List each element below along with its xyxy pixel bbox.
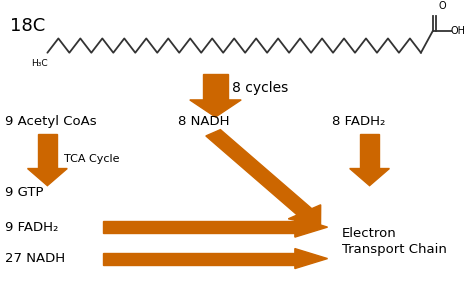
Polygon shape <box>190 100 241 117</box>
Text: O: O <box>438 1 446 11</box>
Text: 9 FADH₂: 9 FADH₂ <box>5 221 59 234</box>
Text: 9 Acetyl CoAs: 9 Acetyl CoAs <box>5 115 97 128</box>
Text: 18C: 18C <box>10 17 46 35</box>
FancyArrow shape <box>206 130 321 226</box>
Text: 9 GTP: 9 GTP <box>5 186 44 199</box>
Text: 27 NADH: 27 NADH <box>5 252 65 265</box>
Text: OH: OH <box>450 26 465 36</box>
Polygon shape <box>295 217 328 237</box>
Text: 8 NADH: 8 NADH <box>178 115 229 128</box>
Bar <box>203 74 228 100</box>
Bar <box>103 221 295 233</box>
Bar <box>360 134 379 168</box>
Bar <box>37 134 57 168</box>
Text: H₃C: H₃C <box>31 59 48 68</box>
Bar <box>103 253 295 265</box>
Text: Electron
Transport Chain: Electron Transport Chain <box>342 227 447 256</box>
Polygon shape <box>350 168 390 186</box>
Text: 8 FADH₂: 8 FADH₂ <box>332 115 385 128</box>
Polygon shape <box>295 249 328 268</box>
Text: TCA Cycle: TCA Cycle <box>64 153 119 163</box>
Polygon shape <box>27 168 67 186</box>
Text: 8 cycles: 8 cycles <box>232 81 288 96</box>
